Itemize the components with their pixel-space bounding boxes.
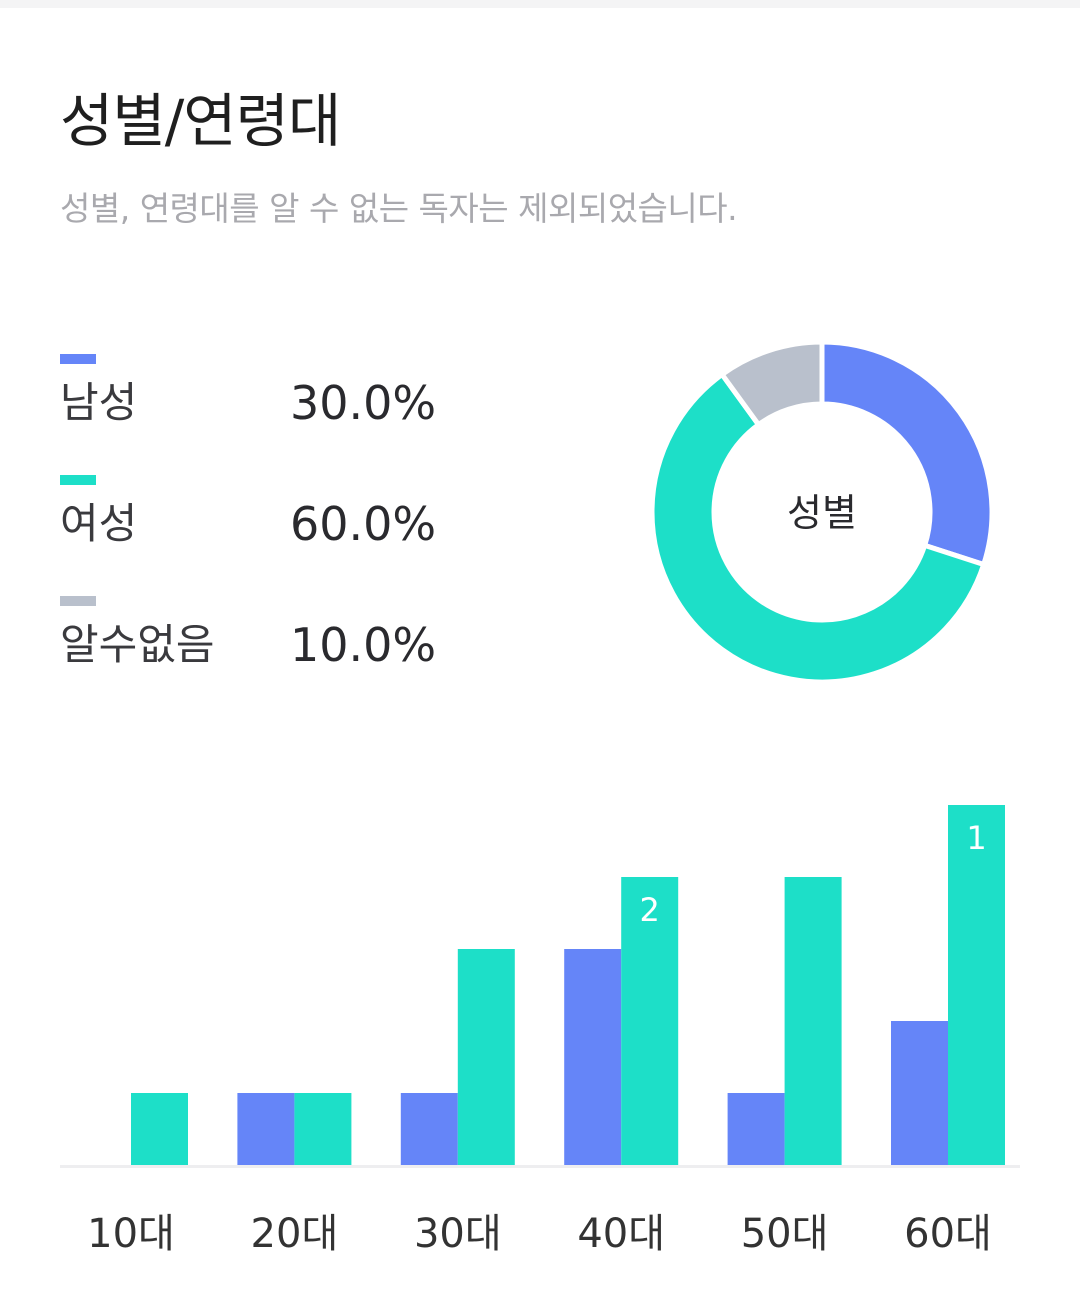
x-tick-label-30s: 30대 xyxy=(414,1211,502,1257)
gender-donut-chart: 성별 xyxy=(649,339,995,685)
x-tick-label-40s: 40대 xyxy=(577,1211,665,1257)
bar-data-label-60s: 1 xyxy=(966,819,986,857)
x-tick-label-10s: 10대 xyxy=(87,1211,175,1257)
legend-label-male: 남성 xyxy=(60,378,138,427)
legend-value-female: 60.0% xyxy=(290,497,437,551)
bar-female-20s xyxy=(294,1093,352,1165)
legend-swatch-female xyxy=(60,475,96,485)
legend-label-female: 여성 xyxy=(60,499,138,548)
bar-female-60s xyxy=(948,805,1005,1165)
bar-male-60s xyxy=(891,1021,948,1165)
page-title: 성별/연령대 xyxy=(60,87,341,155)
gender-legend: 남성 30.0% 여성 60.0% 알수없음 10.0% xyxy=(60,354,540,717)
legend-swatch-unknown xyxy=(60,596,96,606)
bar-male-20s xyxy=(237,1093,295,1165)
top-divider-strip xyxy=(0,0,1080,8)
page-subtitle: 성별, 연령대를 알 수 없는 독자는 제외되었습니다. xyxy=(60,189,738,228)
bar-male-30s xyxy=(400,1093,458,1165)
legend-item-unknown: 알수없음 10.0% xyxy=(60,596,540,717)
bar-data-label-40s: 2 xyxy=(640,891,660,929)
bar-female-40s xyxy=(621,877,679,1165)
legend-label-unknown: 알수없음 xyxy=(60,620,215,669)
x-tick-label-20s: 20대 xyxy=(251,1211,339,1257)
donut-slice-unknown xyxy=(719,339,825,428)
legend-item-female: 여성 60.0% xyxy=(60,475,540,596)
bar-female-30s xyxy=(457,949,515,1165)
legend-value-male: 30.0% xyxy=(290,376,437,430)
donut-slice-male xyxy=(819,339,995,568)
donut-center-label: 성별 xyxy=(787,491,857,535)
bar-female-50s xyxy=(784,877,842,1165)
bar-female-10s xyxy=(131,1093,188,1165)
x-tick-label-60s: 60대 xyxy=(904,1211,992,1257)
legend-value-unknown: 10.0% xyxy=(290,618,437,672)
bar-male-50s xyxy=(727,1093,785,1165)
donut-slice-female xyxy=(649,371,987,685)
legend-item-male: 남성 30.0% xyxy=(60,354,540,475)
bar-male-40s xyxy=(564,949,622,1165)
legend-swatch-male xyxy=(60,354,96,364)
x-tick-label-50s: 50대 xyxy=(741,1211,829,1257)
age-bar-chart: 2 1 10대 20대 30대 40대 50대 60대 xyxy=(60,805,1020,1257)
